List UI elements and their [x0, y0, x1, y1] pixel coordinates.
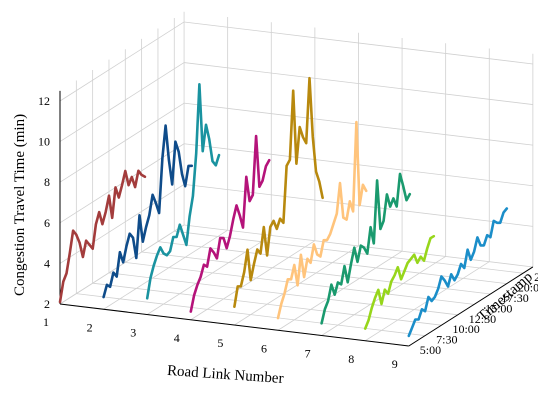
grid-layer — [59, 11, 534, 347]
back-wall-gridline — [184, 62, 533, 105]
series-line-link-4 — [189, 134, 271, 313]
z-tick-label: 6 — [44, 216, 50, 230]
series-line-link-9 — [407, 207, 509, 338]
side-wall-gridline — [59, 21, 185, 102]
side-wall-gridline — [59, 62, 185, 142]
x-tick-label: 5 — [217, 336, 223, 350]
series-line-link-1 — [58, 169, 147, 304]
floor-gridline — [157, 241, 507, 284]
x-tick-label: 3 — [130, 326, 136, 340]
series-line-link-2 — [102, 124, 194, 299]
floor-gridline — [174, 230, 524, 274]
floor-gridline — [146, 235, 272, 315]
y-tick-label: 5:00 — [420, 343, 441, 357]
y-tick-label: 22:30 — [534, 270, 538, 284]
series-line-link-6 — [276, 120, 368, 320]
x-tick-label: 9 — [392, 357, 398, 371]
y-tick-label: 7:30 — [436, 333, 457, 347]
series-line-link-5 — [233, 76, 324, 309]
back-wall-gridline — [184, 224, 533, 268]
z-tick-label: 2 — [44, 297, 50, 311]
tick-layer: 1 2 3 4 5 6 7 8 95:007:3010:0012:3015:0017:3020:… — [38, 94, 538, 371]
x-tick-label: 4 — [174, 331, 180, 345]
side-wall-gridline — [59, 184, 185, 264]
z-tick-label: 8 — [44, 175, 50, 189]
y-tick-label: 15:00 — [485, 301, 512, 315]
y-axis-line — [408, 266, 534, 347]
x-tick-label: 6 — [261, 341, 267, 355]
floor-gridline — [76, 293, 426, 336]
floor-gridline — [92, 282, 442, 326]
z-tick-label: 4 — [44, 256, 50, 270]
back-wall-gridline — [184, 102, 533, 146]
floor-gridline — [125, 262, 475, 305]
y-tick-label: 10:00 — [452, 322, 479, 336]
z-tick-label: 12 — [38, 94, 50, 108]
series-line-link-7 — [320, 172, 412, 325]
z-tick-label: 10 — [38, 135, 50, 149]
x-axis-title: Road Link Number — [167, 363, 284, 387]
series-line-link-3 — [145, 83, 221, 300]
x-tick-label: 2 — [87, 320, 93, 334]
x-tick-label: 7 — [305, 347, 311, 361]
x-tick-label: 8 — [348, 352, 354, 366]
floor-gridline — [190, 240, 316, 321]
floor-gridline — [141, 251, 491, 295]
side-wall-gridline — [59, 102, 185, 183]
y-tick-label: 17:30 — [501, 291, 528, 305]
floor-gridline — [59, 224, 185, 305]
series-line-link-8 — [363, 234, 436, 330]
y-tick-label: 20:00 — [518, 281, 538, 295]
x-axis-line — [59, 303, 409, 347]
back-wall-gridline — [184, 21, 533, 65]
x-tick-label: 1 — [43, 315, 49, 329]
z-axis-title: Congestion Travel Time (min) — [12, 114, 28, 296]
floor-gridline — [277, 250, 403, 331]
y-tick-label: 12:30 — [469, 312, 496, 326]
series-layer — [58, 76, 509, 338]
floor-gridline — [103, 229, 228, 310]
